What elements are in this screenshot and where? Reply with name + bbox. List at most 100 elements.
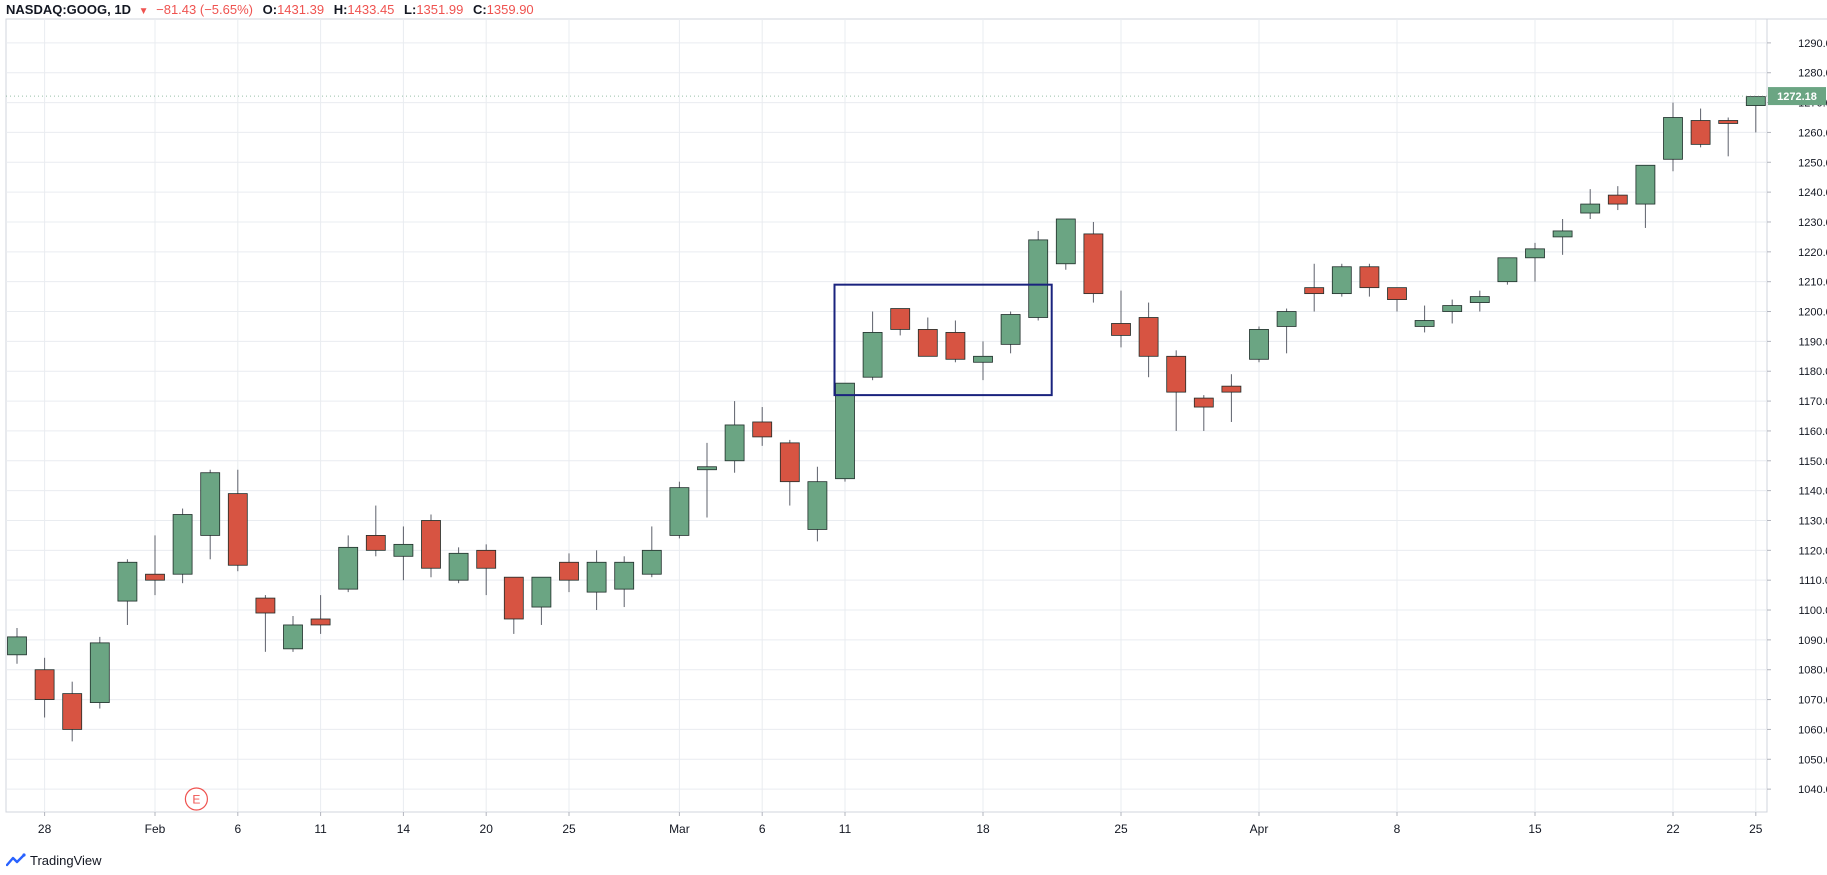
candle-up [1552,230,1573,238]
candle-up [531,576,552,608]
price-tick-label: 1100.00 [1799,605,1827,617]
price-tick-label: 1120.00 [1799,545,1827,557]
price-tick-label: 1150.00 [1799,456,1827,468]
candle-down [1718,120,1739,124]
candle-up [1028,239,1049,318]
date-tick-label: 11 [314,822,327,836]
date-tick-label: 8 [1394,822,1401,836]
candle-down [1690,120,1711,145]
date-tick-label: 6 [759,822,766,836]
earnings-marker [184,787,208,811]
candle-down [476,549,497,569]
date-tick-label: 28 [38,822,52,836]
close-label: C: [472,2,487,17]
last-price-label: 1272.18 [1777,91,1817,103]
price-tick-label: 1160.00 [1799,426,1827,438]
price-tick-label: 1220.00 [1798,247,1827,259]
price-tick-label: 1290.00 [1798,38,1827,50]
candle-down [227,493,248,566]
price-tick-label: 1230.00 [1798,217,1827,229]
candle-up [807,481,828,530]
last-price-badge [1768,87,1826,106]
price-tick-label: 1050.00 [1798,754,1827,766]
candle-up [1745,96,1766,106]
candle-down [365,535,386,551]
candle-up [338,546,359,590]
candle-down [779,442,800,483]
candle-up [862,332,883,378]
candle-up [1000,314,1021,345]
candle-up [89,642,110,703]
footer: TradingView [6,850,102,870]
drawings-layer: E [6,95,1767,811]
candle-up [7,636,27,656]
candle-up [1635,164,1656,205]
candle-up [172,514,193,575]
candle-down [890,308,911,330]
candle-down [917,329,938,357]
price-tick-label: 1070.00 [1798,695,1827,707]
candle-up [1276,311,1297,327]
date-tick-label: 25 [562,822,576,836]
candle-down [421,520,441,569]
date-tick-label: 20 [480,822,494,836]
candle-up [117,561,138,602]
candle-up [200,472,221,536]
candle-up [393,543,414,557]
candle-up [283,624,303,650]
candle-down [1387,287,1407,300]
open-label: O: [262,2,278,17]
candle-up [669,487,690,536]
candle-down [255,597,276,614]
date-tick-label: 25 [1114,822,1128,836]
date-tick-label: 18 [976,822,990,836]
candle-down [1166,355,1187,393]
earnings-marker-label: E [192,793,200,807]
candle-down [1304,287,1325,295]
high-value: 1433.45 [347,2,395,17]
candle-down [1138,317,1159,357]
tradingview-brand[interactable]: TradingView [30,852,102,868]
date-tick-label: Feb [145,822,166,836]
candle-up [1249,329,1269,360]
candle-up [724,424,745,462]
date-tick-label: Mar [669,822,690,836]
price-tick-label: 1200.00 [1798,307,1827,319]
candle-down [1359,266,1380,289]
price-tick-label: 1130.00 [1799,515,1827,527]
candle-up [1055,218,1076,265]
time-axis[interactable]: 28 Feb 6 11 14 20 25 Mar 6 11 18 25 Apr 8 15 22 25 [38,812,1763,836]
candle-down [145,573,165,581]
candle-down [503,576,524,620]
candle-up [835,382,855,480]
price-tick-label: 1180.00 [1799,366,1827,378]
candle-up [1663,117,1683,160]
close-value: 1359.90 [486,2,534,17]
open-value: 1431.39 [277,2,325,17]
price-tick-label: 1190.00 [1799,336,1827,348]
candle-up [1331,266,1352,295]
candle-down [62,693,83,730]
candle-up [1414,320,1435,327]
tradingview-logo-icon[interactable] [6,853,26,867]
price-tick-label: 1260.00 [1798,127,1827,139]
candle-up [1442,305,1463,312]
candlestick-chart[interactable]: 1040.00 1050.00 1060.00 1070.00 1080.00 1090.… [0,0,1827,848]
date-tick-label: 11 [839,822,852,836]
date-tick-label: Apr [1250,822,1269,836]
candle-down [559,561,579,581]
date-tick-label: 6 [234,822,241,836]
symbol-header: NASDAQ:GOOG, 1D ▼ −81.43 (−5.65%) O:1431… [6,1,534,19]
price-tick-label: 1110.00 [1799,575,1827,587]
price-axis[interactable]: 1040.00 1050.00 1060.00 1070.00 1080.00 1090.… [1767,38,1827,796]
candle-down [1221,385,1242,393]
candle-up [586,561,607,593]
price-tick-label: 1040.00 [1798,784,1827,796]
candle-up [1469,296,1490,303]
price-tick-label: 1060.00 [1798,724,1827,736]
date-tick-label: 14 [397,822,411,836]
candle-down [1083,233,1104,295]
price-change: −81.43 (−5.65%) [156,2,253,17]
price-tick-label: 1280.00 [1798,68,1827,80]
high-label: H: [333,2,348,17]
